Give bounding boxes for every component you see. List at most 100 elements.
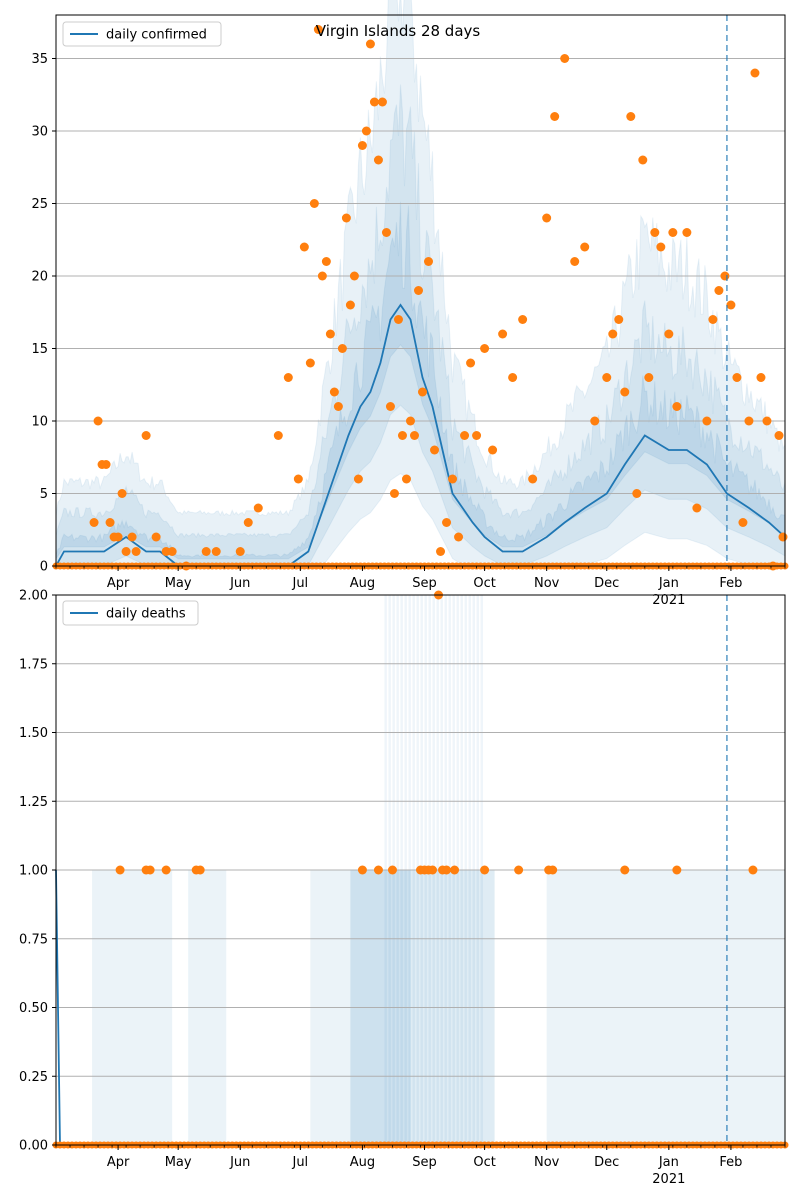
data-point <box>413 286 423 295</box>
data-point <box>668 228 678 237</box>
x-tick-label: Jul <box>291 576 308 591</box>
data-point <box>480 344 490 353</box>
data-point <box>357 141 367 150</box>
data-point <box>560 54 570 63</box>
data-point <box>570 257 580 266</box>
data-point <box>650 228 660 237</box>
data-point <box>644 373 654 382</box>
legend-label: daily deaths <box>106 607 186 622</box>
legend: daily deaths <box>62 600 199 626</box>
data-point <box>325 329 335 339</box>
data-point <box>321 257 331 266</box>
y-tick-label: 1.25 <box>19 795 48 810</box>
x-tick-sublabel: 2021 <box>652 1172 685 1187</box>
confirmed-panel: 0 5 10 15 20 25 30 35 Apr May Jun Jul Aug Sep Oct Nov De… <box>31 0 789 608</box>
x-tick-label: Apr <box>107 1155 130 1170</box>
data-point <box>466 358 476 368</box>
x-tick-label: Aug <box>350 576 375 591</box>
data-point <box>201 547 211 556</box>
data-point <box>514 865 524 875</box>
legend: daily confirmed <box>62 21 222 47</box>
data-point <box>317 271 327 281</box>
data-point <box>418 387 428 397</box>
data-point <box>127 532 137 542</box>
x-tick-sublabel: 2021 <box>652 593 685 608</box>
data-point <box>409 431 419 440</box>
data-point <box>778 532 788 542</box>
data-point <box>377 97 387 107</box>
data-point <box>692 503 702 513</box>
y-tick-label: 5 <box>40 487 48 502</box>
y-tick-label: 35 <box>31 52 48 67</box>
data-point <box>620 387 630 397</box>
x-tick-label: Apr <box>107 576 130 591</box>
data-point <box>480 865 490 875</box>
data-point <box>387 865 397 875</box>
data-point <box>614 315 624 324</box>
data-point <box>353 474 363 484</box>
data-point <box>542 213 552 223</box>
data-point <box>105 518 115 527</box>
data-point <box>608 329 618 339</box>
data-point <box>131 547 141 556</box>
y-tick-label: 10 <box>31 415 48 430</box>
y-tick-label: 0 <box>40 560 48 575</box>
data-point <box>626 112 636 121</box>
x-tick-label: Oct <box>473 576 495 591</box>
data-point <box>774 431 784 440</box>
data-point <box>442 518 452 527</box>
x-tick-label: May <box>165 576 192 591</box>
data-point <box>738 518 748 527</box>
x-tick-label: Sep <box>412 1155 437 1170</box>
data-point <box>167 547 177 556</box>
data-point <box>365 39 375 49</box>
data-point <box>498 329 508 339</box>
data-point <box>141 431 151 440</box>
data-point <box>672 402 682 411</box>
data-point <box>333 402 343 411</box>
data-point <box>550 112 560 121</box>
data-point <box>714 286 724 295</box>
data-point <box>345 300 355 310</box>
data-point <box>620 865 630 875</box>
data-point <box>528 474 538 484</box>
data-point <box>424 257 434 266</box>
data-point <box>756 373 766 382</box>
data-point <box>672 865 682 875</box>
data-point <box>708 315 718 324</box>
data-point <box>405 416 415 426</box>
data-point <box>638 155 648 165</box>
deaths-panel: 0.00 0.25 0.50 0.75 1.00 1.25 1.50 1.75 2.00 Apr M… <box>19 589 789 1187</box>
data-point <box>720 271 730 281</box>
data-point <box>161 865 171 875</box>
data-point <box>682 228 692 237</box>
data-point <box>361 126 371 136</box>
chart-title: Virgin Islands 28 days <box>316 22 481 40</box>
data-point <box>385 402 395 411</box>
x-tick-label: Jun <box>229 1155 250 1170</box>
data-point <box>726 300 736 310</box>
data-point <box>283 373 293 382</box>
data-point <box>460 431 470 440</box>
y-tick-label: 20 <box>31 270 48 285</box>
data-point <box>313 25 323 34</box>
x-tick-label: Nov <box>534 576 560 591</box>
x-tick-label: Dec <box>594 1155 619 1170</box>
data-point <box>442 865 452 875</box>
series-layer <box>52 25 789 571</box>
x-tick-label: Feb <box>719 576 742 591</box>
x-tick-label: Oct <box>473 1155 495 1170</box>
data-point <box>454 532 464 542</box>
data-point <box>762 416 772 426</box>
data-point <box>349 271 359 281</box>
legend-box <box>62 600 199 626</box>
legend-box <box>62 21 222 47</box>
data-point <box>656 242 666 252</box>
data-point <box>243 518 253 527</box>
x-tick-label: Dec <box>594 576 619 591</box>
data-point <box>373 865 383 875</box>
y-tick-label: 0.00 <box>19 1139 48 1154</box>
data-point <box>393 315 403 324</box>
data-point <box>101 460 111 469</box>
